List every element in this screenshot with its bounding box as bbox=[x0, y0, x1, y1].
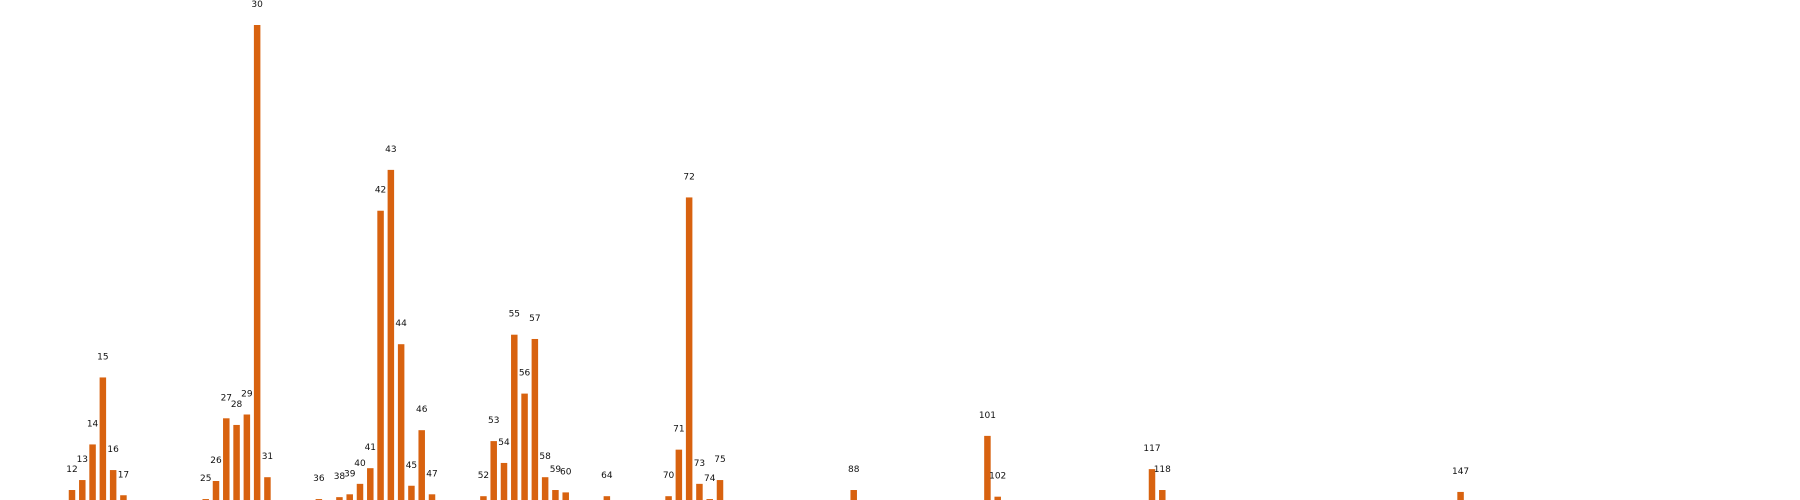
bar-label-117: 117 bbox=[1143, 444, 1160, 454]
bar-29 bbox=[243, 414, 251, 500]
bar-64 bbox=[603, 496, 611, 500]
bar-56 bbox=[521, 393, 528, 500]
bar-73 bbox=[696, 483, 703, 500]
bar-label-118: 118 bbox=[1154, 465, 1171, 475]
bar-label-147: 147 bbox=[1452, 467, 1469, 477]
bar-label-88: 88 bbox=[848, 465, 860, 475]
bar-label-15: 15 bbox=[97, 352, 108, 362]
bar-label-27: 27 bbox=[221, 393, 232, 403]
bar-label-57: 57 bbox=[529, 314, 540, 324]
bar-117 bbox=[1148, 469, 1156, 500]
bar-label-17: 17 bbox=[118, 470, 129, 480]
bar-label-36: 36 bbox=[313, 474, 325, 484]
bar-52 bbox=[480, 496, 487, 500]
bar-15 bbox=[99, 377, 107, 500]
bar-26 bbox=[212, 481, 220, 500]
bar-30 bbox=[253, 25, 261, 500]
bar-70 bbox=[665, 496, 672, 500]
bar-label-70: 70 bbox=[663, 471, 675, 481]
bar-58 bbox=[541, 477, 549, 500]
bar-54 bbox=[500, 462, 508, 500]
bar-label-25: 25 bbox=[200, 474, 211, 484]
bar-59 bbox=[552, 490, 559, 500]
bar-31 bbox=[264, 477, 271, 500]
bar-label-59: 59 bbox=[550, 465, 562, 475]
bar-45 bbox=[408, 485, 415, 500]
bar-label-31: 31 bbox=[262, 452, 273, 462]
bar-39 bbox=[346, 494, 353, 500]
bar-72 bbox=[685, 197, 693, 500]
bar-12 bbox=[68, 490, 76, 500]
bar-label-12: 12 bbox=[66, 465, 77, 475]
bar-label-40: 40 bbox=[354, 459, 366, 469]
bar-label-30: 30 bbox=[251, 0, 263, 10]
bar-43 bbox=[387, 169, 395, 500]
bar-53 bbox=[490, 441, 497, 500]
bar-label-101: 101 bbox=[979, 411, 996, 421]
bar-17 bbox=[120, 495, 127, 500]
bar-label-75: 75 bbox=[714, 455, 725, 465]
bar-label-74: 74 bbox=[704, 474, 716, 484]
bar-label-38: 38 bbox=[334, 472, 346, 482]
bar-label-28: 28 bbox=[231, 400, 243, 410]
bar-101 bbox=[984, 435, 991, 500]
bar-118 bbox=[1159, 490, 1166, 500]
bar-88 bbox=[850, 490, 857, 500]
bar-label-71: 71 bbox=[673, 425, 684, 435]
bar-label-39: 39 bbox=[344, 469, 356, 479]
bar-label-72: 72 bbox=[683, 172, 694, 182]
bar-label-29: 29 bbox=[241, 390, 253, 400]
bar-label-42: 42 bbox=[375, 186, 386, 196]
bar-label-47: 47 bbox=[426, 469, 437, 479]
bar-147 bbox=[1457, 491, 1464, 500]
bar-label-58: 58 bbox=[539, 452, 551, 462]
bar-71 bbox=[675, 449, 683, 500]
bar-label-46: 46 bbox=[416, 405, 428, 415]
bar-label-14: 14 bbox=[87, 419, 99, 429]
bar-14 bbox=[89, 444, 96, 500]
bar-label-55: 55 bbox=[509, 310, 520, 320]
bar-55 bbox=[511, 334, 518, 500]
bar-label-52: 52 bbox=[478, 471, 489, 481]
bar-label-64: 64 bbox=[601, 471, 613, 481]
bar-42 bbox=[377, 210, 384, 500]
bar-label-13: 13 bbox=[77, 455, 88, 465]
bar-label-73: 73 bbox=[694, 459, 705, 469]
bar-label-102: 102 bbox=[989, 472, 1006, 482]
bar-60 bbox=[562, 492, 569, 500]
bar-28 bbox=[233, 424, 240, 500]
bars-group bbox=[68, 25, 1464, 500]
bar-label-60: 60 bbox=[560, 467, 572, 477]
bar-label-56: 56 bbox=[519, 369, 531, 379]
bar-label-26: 26 bbox=[210, 456, 222, 466]
bar-44 bbox=[397, 344, 405, 500]
bar-label-43: 43 bbox=[385, 145, 396, 155]
bar-47 bbox=[428, 494, 436, 500]
bar-40 bbox=[356, 483, 364, 500]
bar-label-45: 45 bbox=[406, 461, 417, 471]
bar-label-44: 44 bbox=[395, 319, 407, 329]
bar-16 bbox=[109, 470, 117, 500]
bar-38 bbox=[336, 497, 343, 500]
bar-27 bbox=[223, 418, 230, 500]
bar-label-41: 41 bbox=[365, 443, 376, 453]
bar-label-16: 16 bbox=[107, 445, 119, 455]
bar-102 bbox=[994, 496, 1001, 500]
bar-46 bbox=[418, 430, 425, 500]
bar-13 bbox=[79, 480, 86, 500]
bar-41 bbox=[367, 468, 374, 500]
bar-75 bbox=[716, 480, 724, 500]
bar-57 bbox=[531, 338, 539, 500]
bar-label-53: 53 bbox=[488, 416, 499, 426]
bar-label-54: 54 bbox=[498, 438, 510, 448]
